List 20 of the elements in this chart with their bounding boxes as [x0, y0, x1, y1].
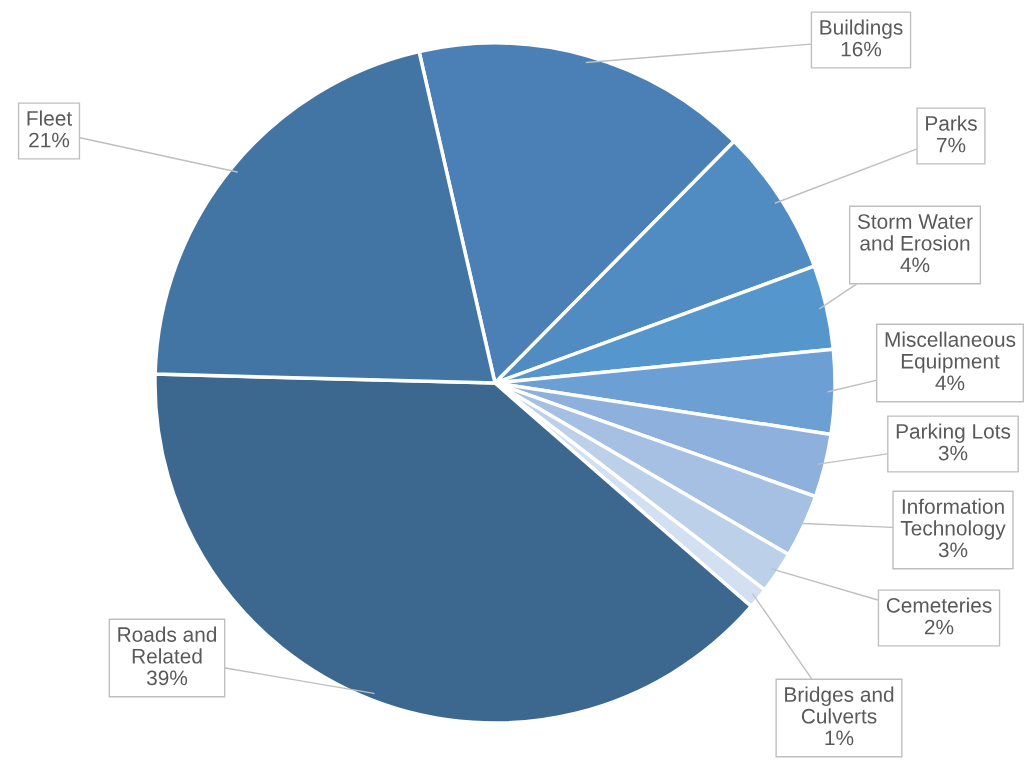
data-label: 3% [938, 542, 968, 558]
slice-label: Information Technology [900, 498, 1006, 540]
data-label: 4% [900, 257, 930, 273]
slice-label: Buildings [820, 19, 903, 39]
slice-label: Roads and Related [118, 626, 217, 664]
slice-label: Storm Water and Erosion [857, 214, 973, 251]
data-label: 39% [146, 670, 188, 686]
slice-label: Fleet [27, 110, 73, 126]
data-label: 16% [841, 41, 882, 57]
data-label: 3% [938, 445, 968, 461]
data-label: 21% [29, 132, 70, 148]
slice-label: Cemeteries [886, 597, 992, 613]
slice-label: Parking Lots [896, 423, 1011, 443]
data-label: 7% [937, 137, 966, 153]
slice-label: Parks [926, 115, 977, 131]
data-label: 2% [924, 619, 954, 635]
slice-label: Miscellaneous Equipment [885, 331, 1016, 373]
data-label: 1% [825, 730, 854, 746]
slice-label: Bridges and Culverts [785, 686, 894, 724]
data-label: 4% [935, 375, 965, 391]
